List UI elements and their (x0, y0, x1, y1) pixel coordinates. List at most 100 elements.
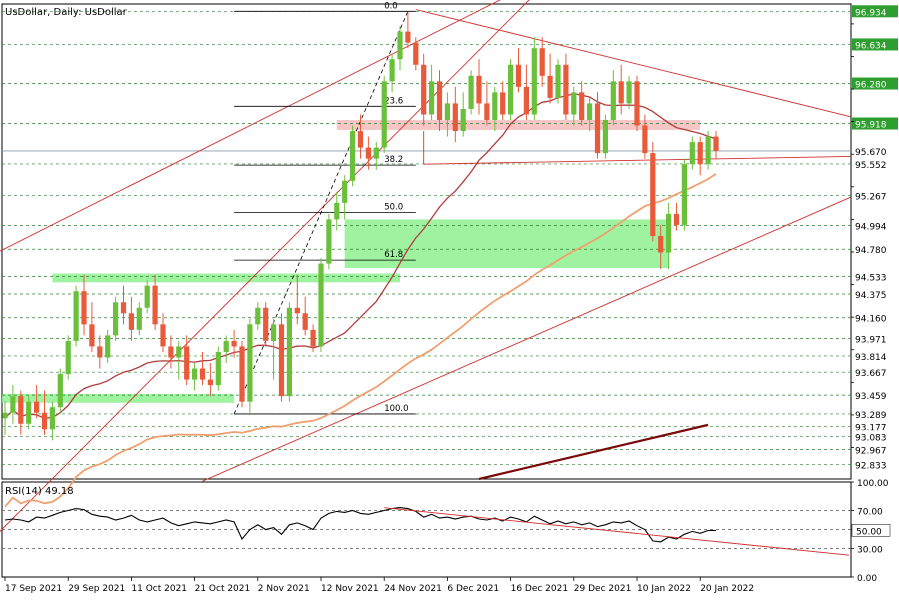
candle-body (278, 324, 285, 397)
candle-body (713, 136, 719, 151)
level-label: 93.667 (855, 369, 887, 379)
level-label: 93.459 (855, 392, 887, 402)
candle-body (57, 374, 63, 408)
candle-body (294, 307, 300, 314)
level-label: 92.833 (855, 461, 887, 471)
candle-body (626, 81, 632, 104)
candle-body (41, 412, 48, 430)
candle-body (160, 324, 166, 347)
candle-body (49, 407, 55, 430)
candle-body (192, 368, 198, 380)
level-label: 95.552 (855, 161, 887, 171)
candle-body (89, 324, 95, 347)
candle-body (547, 75, 553, 98)
level-label: 93.083 (855, 434, 887, 444)
candle-body (650, 153, 656, 236)
level-label-box (851, 311, 899, 325)
candle-body (223, 340, 229, 352)
candle-body (342, 180, 348, 203)
candle-body (484, 103, 490, 120)
fib-level-label: 23.6 (384, 96, 403, 106)
level-label: 93.289 (855, 411, 887, 421)
current-price-box (852, 144, 898, 157)
candle-body (492, 92, 498, 120)
candle-body (231, 340, 237, 347)
level-label: 95.918 (855, 121, 887, 131)
level-label: 96.634 (855, 41, 887, 51)
candle-body (610, 81, 616, 120)
candle-body (113, 302, 119, 336)
trendline-descending (415, 9, 851, 118)
ma-100-line (4, 173, 717, 508)
candle-body (421, 64, 427, 115)
candle-body (152, 285, 158, 325)
candle-body (539, 48, 545, 76)
candle-body (168, 346, 174, 358)
candle-body (405, 31, 411, 43)
candle-body (634, 81, 640, 126)
x-tick-label: 17 Sep 2021 (5, 584, 62, 594)
support-zone-lower (2, 393, 235, 403)
candle-body (65, 340, 71, 375)
candle-body (105, 335, 111, 358)
level-label: 94.375 (855, 291, 887, 301)
x-tick-label: 29 Dec 2021 (574, 584, 632, 594)
rsi-current-label: 50.00 (856, 527, 882, 537)
candle-body (468, 75, 474, 109)
candle-body (144, 285, 150, 308)
candle-body (452, 103, 458, 132)
candle-body (263, 307, 269, 341)
level-label-box (851, 457, 899, 471)
level-label-box (851, 242, 899, 256)
candle-body (184, 346, 190, 380)
chart-title: UsDollar, Daily: UsDollar (5, 7, 128, 18)
rsi-title: RSI(14) 49.18 (5, 486, 74, 497)
x-tick-label: 16 Dec 2021 (511, 584, 568, 594)
level-label-box (851, 443, 899, 457)
candle-body (255, 307, 261, 325)
candle-body (271, 324, 277, 341)
candle-body (357, 131, 364, 148)
x-tick-label: 29 Sep 2021 (68, 584, 125, 594)
candle-body (286, 307, 292, 397)
level-label-box (851, 430, 899, 444)
candle-body (673, 213, 680, 225)
rsi-y-tick-label: 70.00 (857, 508, 883, 518)
candle-body (460, 108, 466, 132)
candle-body (563, 64, 569, 115)
candle-body (508, 64, 514, 115)
candle-body (594, 103, 601, 154)
candle-body (476, 75, 482, 104)
x-tick-label: 11 Oct 2021 (131, 584, 187, 594)
x-tick-label: 10 Jan 2022 (637, 584, 691, 594)
x-tick-label: 24 Nov 2021 (384, 584, 442, 594)
candle-body (199, 368, 206, 380)
candle-body (579, 92, 585, 120)
candle-body (128, 313, 134, 330)
candle-body (326, 219, 332, 264)
level-label-box (852, 117, 898, 130)
candle-body (681, 164, 687, 225)
level-label: 93.177 (855, 423, 887, 433)
level-label-box (851, 332, 899, 346)
level-label: 96.934 (855, 8, 887, 18)
candle-body (350, 131, 356, 181)
candle-body (381, 81, 387, 148)
level-label-box (851, 270, 899, 284)
candle-body (397, 31, 403, 60)
x-tick-label: 2 Nov 2021 (258, 584, 310, 594)
candle-body (81, 291, 87, 325)
level-label: 94.780 (855, 246, 887, 256)
candle-body (555, 64, 561, 98)
candle-body (73, 291, 79, 341)
level-label-box (852, 77, 898, 90)
x-tick-label: 6 Dec 2021 (447, 584, 499, 594)
level-label: 94.533 (855, 274, 887, 284)
candle-body (658, 235, 664, 253)
x-tick-label: 20 Jan 2022 (700, 584, 754, 594)
level-label-box (851, 287, 899, 301)
level-label-box (851, 349, 899, 363)
level-label: 92.967 (855, 447, 887, 457)
resistance-zone (336, 119, 701, 130)
